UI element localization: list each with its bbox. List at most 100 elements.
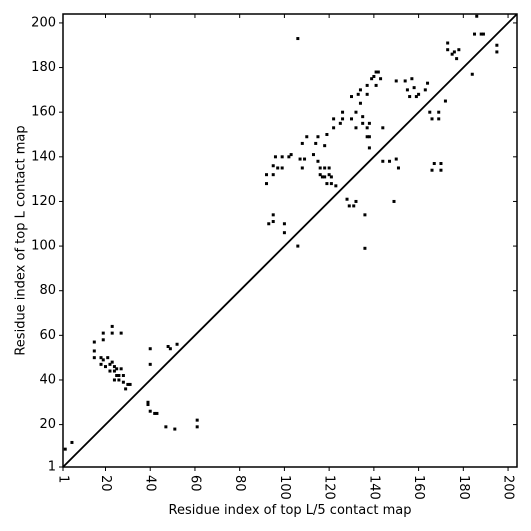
contact-point <box>450 52 454 56</box>
y-axis-label: Residue index of top L contact map <box>14 125 29 355</box>
contact-point <box>470 72 474 76</box>
contact-point <box>408 95 412 99</box>
contact-point <box>101 338 105 342</box>
contact-point <box>110 360 114 364</box>
contact-point <box>303 157 307 161</box>
contact-point <box>175 342 179 346</box>
contact-point <box>495 50 499 54</box>
contact-point <box>325 182 329 186</box>
contact-point <box>267 222 271 226</box>
contact-point <box>325 133 329 137</box>
contact-point <box>345 197 349 201</box>
contact-point <box>481 32 485 36</box>
contact-point <box>370 77 374 81</box>
contact-point <box>372 74 376 78</box>
contact-point <box>108 369 112 373</box>
x-tick-label: 1 <box>56 475 71 483</box>
contact-point <box>439 168 443 172</box>
contact-point <box>354 126 358 130</box>
contact-point <box>452 50 456 54</box>
contact-point <box>358 101 362 105</box>
contact-point <box>475 14 479 18</box>
x-tick-label: 120 <box>322 475 337 500</box>
contact-point <box>410 77 414 81</box>
contact-point <box>121 380 125 384</box>
contact-point <box>414 95 418 99</box>
contact-point <box>432 162 436 166</box>
contact-point <box>446 41 450 45</box>
contact-point <box>300 141 304 145</box>
contact-point <box>92 349 96 353</box>
contact-point <box>361 115 365 119</box>
contact-point <box>347 204 351 208</box>
contact-point <box>112 369 116 373</box>
contact-point <box>430 168 434 172</box>
contact-point <box>146 400 150 404</box>
contact-point <box>128 382 132 386</box>
contact-point <box>403 79 407 83</box>
contact-point <box>374 83 378 87</box>
contact-point <box>361 121 365 125</box>
contact-point <box>365 126 369 130</box>
y-tick-label: 100 <box>31 239 56 254</box>
contact-point <box>327 173 331 177</box>
contact-point <box>417 92 421 96</box>
contact-point <box>381 159 385 163</box>
contact-point <box>430 117 434 121</box>
contact-point <box>115 367 119 371</box>
contact-point <box>280 155 284 159</box>
contact-point <box>316 159 320 163</box>
contact-point <box>119 367 123 371</box>
plot-area <box>62 13 518 468</box>
contact-point <box>394 79 398 83</box>
contact-point <box>473 32 477 36</box>
y-tick-label: 180 <box>31 60 56 75</box>
x-tick-label: 140 <box>366 475 381 500</box>
contact-point <box>323 166 327 170</box>
contact-point <box>296 244 300 248</box>
contact-point <box>318 173 322 177</box>
contact-point <box>426 81 430 85</box>
contact-point <box>265 173 269 177</box>
contact-point <box>367 146 371 150</box>
x-tick-label: 80 <box>232 475 247 492</box>
contact-point <box>271 173 275 177</box>
contact-point <box>99 356 103 360</box>
contact-point <box>112 365 116 369</box>
contact-point <box>166 344 170 348</box>
contact-point <box>146 403 150 407</box>
x-tick-label: 20 <box>98 475 113 492</box>
x-tick-label: 60 <box>187 475 202 492</box>
plot-frame <box>62 13 518 468</box>
contact-point <box>273 155 277 159</box>
contact-point <box>365 83 369 87</box>
contact-point <box>350 95 354 99</box>
contact-point <box>392 199 396 203</box>
contact-point <box>329 175 333 179</box>
contact-point <box>311 153 315 157</box>
y-tick-label: 200 <box>31 15 56 30</box>
contact-point <box>376 70 380 74</box>
contact-point <box>305 135 309 139</box>
contact-point <box>374 70 378 74</box>
contact-point <box>63 447 67 451</box>
contact-point <box>394 157 398 161</box>
y-tick-label: 20 <box>39 417 56 432</box>
x-tick-label: 160 <box>411 475 426 500</box>
contact-point <box>363 213 367 217</box>
contact-point <box>101 358 105 362</box>
contact-point <box>338 121 342 125</box>
contact-point <box>119 331 123 335</box>
contact-point <box>495 43 499 47</box>
contact-point <box>455 57 459 61</box>
contact-point <box>155 411 159 415</box>
contact-point <box>121 374 125 378</box>
y-tick-label: 40 <box>39 372 56 387</box>
contact-point <box>296 37 300 41</box>
contact-point <box>354 110 358 114</box>
contact-point <box>320 175 324 179</box>
contact-point <box>282 231 286 235</box>
contact-point <box>103 365 107 369</box>
contact-point <box>265 182 269 186</box>
contact-point <box>287 155 291 159</box>
